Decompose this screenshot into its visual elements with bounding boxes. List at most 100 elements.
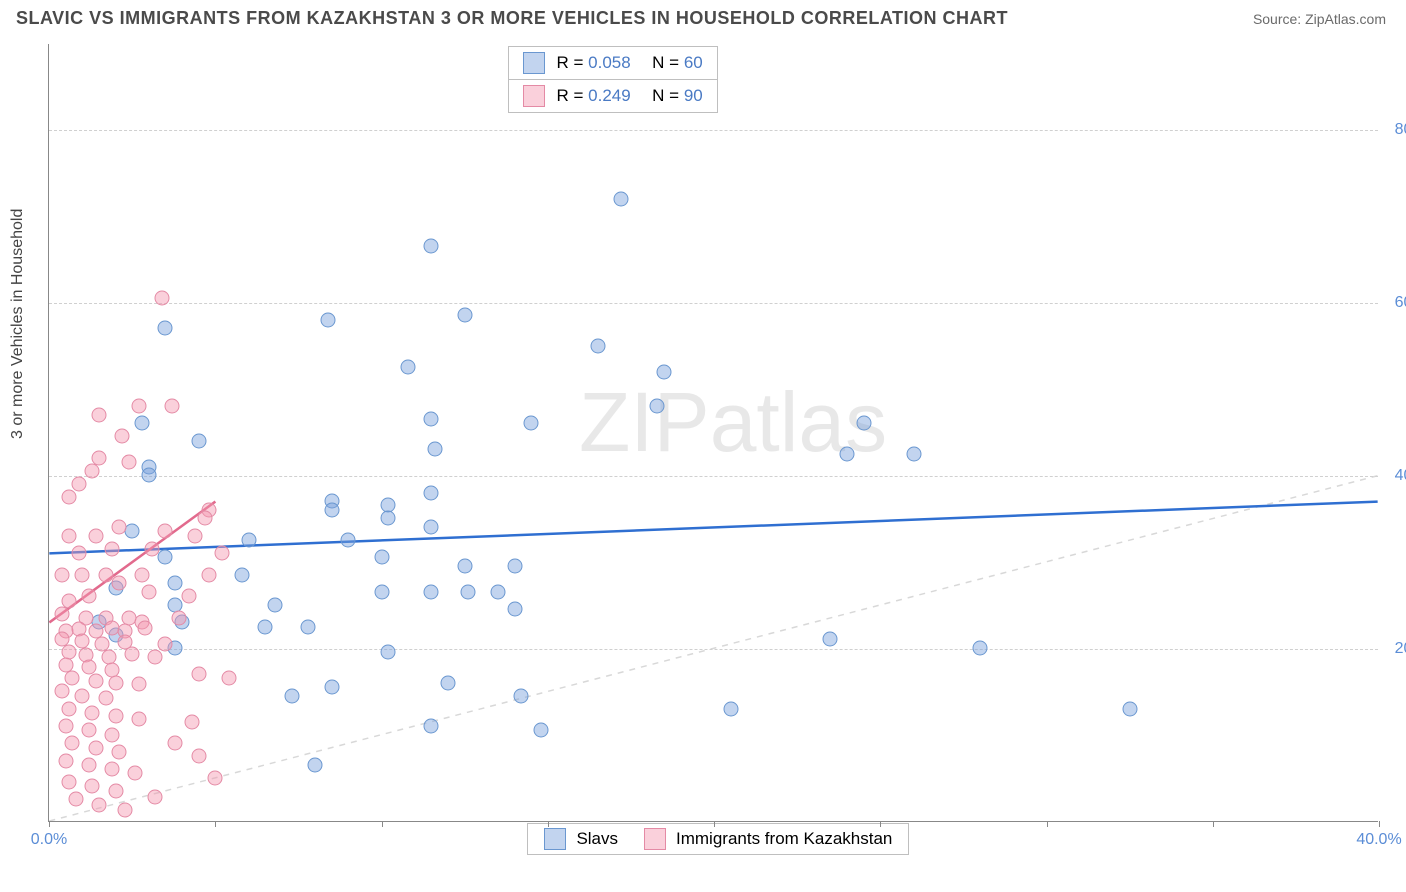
x-tick [548, 821, 549, 827]
x-tick-label: 40.0% [1356, 831, 1401, 849]
x-tick [49, 821, 50, 827]
legend-item-kaz: Immigrants from Kazakhstan [644, 828, 892, 850]
data-point-slavs [191, 433, 206, 448]
data-point-kaz [108, 783, 123, 798]
data-point-slavs [374, 550, 389, 565]
data-point-kaz [165, 399, 180, 414]
data-point-slavs [650, 399, 665, 414]
data-point-kaz [65, 671, 80, 686]
data-point-slavs [424, 718, 439, 733]
data-point-slavs [158, 550, 173, 565]
legend-swatch [544, 828, 566, 850]
data-point-kaz [75, 634, 90, 649]
data-point-kaz [171, 610, 186, 625]
legend-label: Immigrants from Kazakhstan [676, 829, 892, 849]
data-point-slavs [308, 757, 323, 772]
data-point-slavs [490, 584, 505, 599]
data-point-slavs [381, 645, 396, 660]
gridline [49, 130, 1378, 131]
data-point-slavs [524, 416, 539, 431]
chart-plot-area: ZIPatlas R = 0.058 N = 60R = 0.249 N = 9… [48, 44, 1378, 822]
data-point-slavs [507, 559, 522, 574]
y-tick-label: 40.0% [1395, 467, 1406, 485]
data-point-kaz [75, 688, 90, 703]
data-point-slavs [424, 239, 439, 254]
data-point-slavs [1122, 701, 1137, 716]
x-tick-label: 0.0% [31, 831, 67, 849]
data-point-slavs [534, 723, 549, 738]
data-point-kaz [75, 567, 90, 582]
data-point-kaz [58, 753, 73, 768]
data-point-kaz [68, 792, 83, 807]
gridline [49, 649, 1378, 650]
data-point-slavs [381, 511, 396, 526]
data-point-kaz [131, 677, 146, 692]
stat-n-label: N = 60 [643, 53, 703, 73]
legend-swatch [523, 52, 545, 74]
y-tick-label: 80.0% [1395, 121, 1406, 139]
y-tick-label: 20.0% [1395, 640, 1406, 658]
data-point-kaz [198, 511, 213, 526]
data-point-kaz [88, 528, 103, 543]
data-point-slavs [723, 701, 738, 716]
data-point-slavs [856, 416, 871, 431]
data-point-kaz [184, 714, 199, 729]
data-point-slavs [507, 602, 522, 617]
data-point-kaz [131, 712, 146, 727]
data-point-kaz [118, 802, 133, 817]
data-point-kaz [98, 691, 113, 706]
data-point-kaz [65, 736, 80, 751]
data-point-slavs [284, 688, 299, 703]
data-point-kaz [91, 798, 106, 813]
data-point-slavs [424, 485, 439, 500]
data-point-slavs [258, 619, 273, 634]
data-point-slavs [590, 338, 605, 353]
data-point-kaz [81, 589, 96, 604]
data-point-kaz [81, 723, 96, 738]
data-point-slavs [427, 442, 442, 457]
gridline [49, 476, 1378, 477]
data-point-slavs [125, 524, 140, 539]
data-point-slavs [906, 446, 921, 461]
gridline [49, 303, 1378, 304]
data-point-kaz [148, 789, 163, 804]
data-point-kaz [214, 546, 229, 561]
data-point-kaz [155, 291, 170, 306]
data-point-kaz [88, 740, 103, 755]
source-attribution: Source: ZipAtlas.com [1253, 11, 1386, 27]
stat-r-label: R = 0.249 [557, 86, 631, 106]
data-point-slavs [441, 675, 456, 690]
data-point-kaz [61, 528, 76, 543]
data-point-kaz [61, 775, 76, 790]
data-point-slavs [457, 308, 472, 323]
data-point-slavs [324, 502, 339, 517]
data-point-kaz [148, 649, 163, 664]
data-point-kaz [128, 766, 143, 781]
x-tick [880, 821, 881, 827]
data-point-kaz [85, 705, 100, 720]
y-tick-label: 60.0% [1395, 294, 1406, 312]
data-point-kaz [188, 528, 203, 543]
data-point-slavs [141, 468, 156, 483]
data-point-slavs [613, 191, 628, 206]
x-tick [714, 821, 715, 827]
chart-title: SLAVIC VS IMMIGRANTS FROM KAZAKHSTAN 3 O… [16, 8, 1008, 29]
data-point-kaz [55, 567, 70, 582]
data-point-kaz [111, 744, 126, 759]
x-tick [1379, 821, 1380, 827]
data-point-kaz [208, 770, 223, 785]
data-point-slavs [823, 632, 838, 647]
data-point-kaz [85, 779, 100, 794]
data-point-slavs [657, 364, 672, 379]
data-point-slavs [514, 688, 529, 703]
data-point-slavs [135, 416, 150, 431]
data-point-slavs [341, 533, 356, 548]
data-point-kaz [108, 675, 123, 690]
data-point-kaz [91, 407, 106, 422]
data-point-kaz [131, 399, 146, 414]
data-point-slavs [234, 567, 249, 582]
data-point-kaz [125, 647, 140, 662]
data-point-slavs [321, 312, 336, 327]
data-point-slavs [460, 584, 475, 599]
stats-row-kaz: R = 0.249 N = 90 [509, 79, 717, 112]
